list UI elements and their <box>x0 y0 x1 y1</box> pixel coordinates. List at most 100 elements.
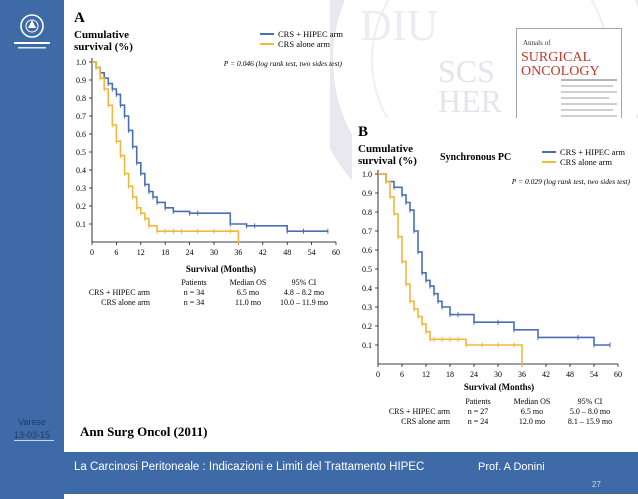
x-tick-label: 54 <box>308 248 316 257</box>
table-cell: CRS alone arm <box>401 417 451 426</box>
p-value-b: P = 0.029 (log rank test, two sides test… <box>511 177 631 186</box>
table-cell: CRS alone arm <box>101 298 151 307</box>
table-cell: 5.0 – 8.0 mo <box>570 407 610 416</box>
x-tick-label: 6 <box>114 248 118 257</box>
citation: Ann Surg Oncol (2011) <box>80 424 208 439</box>
y-tick-label: 0.8 <box>362 208 372 217</box>
x-tick-label: 18 <box>446 370 454 379</box>
stats-table-b: Patients Median OS 95% CI CRS + HIPEC arm n … <box>389 397 612 426</box>
y-tick-label: 0.1 <box>362 341 372 350</box>
y-tick-label: 0.8 <box>76 94 86 103</box>
x-tick-label: 18 <box>161 248 169 257</box>
y-axis-label-a: Cumulative survival (%) <box>74 29 133 53</box>
table-cell: 10.0 – 11.9 mo <box>280 298 328 307</box>
y-axis-label-b: Cumulative survival (%) <box>358 143 417 167</box>
survival-chart-b: B Cumulative survival (%) Synchronous PC … <box>358 124 631 426</box>
x-tick-label: 48 <box>283 248 291 257</box>
x-tick-label: 60 <box>614 370 622 379</box>
axes-b: 0 6 12 18 24 30 36 42 48 54 60 1.0 0.9 0.8 0.7 0.6 0.5 0.… <box>362 170 622 379</box>
y-tick-label: 0.9 <box>76 76 86 85</box>
legend-label: CRS alone arm <box>278 39 330 49</box>
x-tick-label: 30 <box>210 248 218 257</box>
y-tick-label: 0.9 <box>362 189 372 198</box>
x-axis-label-a: Survival (Months) <box>186 264 256 274</box>
table-header: Median OS <box>230 278 267 287</box>
x-tick-label: 36 <box>518 370 526 379</box>
table-cell: n = 27 <box>468 407 489 416</box>
x-tick-label: 42 <box>259 248 267 257</box>
y-tick-label: 1.0 <box>362 170 372 179</box>
journal-line-2: SURGICAL <box>521 50 591 65</box>
left-sidebar <box>0 0 64 499</box>
table-header: Patients <box>181 278 206 287</box>
y-tick-label: 0.6 <box>362 246 372 255</box>
footer-author: Prof. A Donini <box>478 461 545 473</box>
sidebar-divider <box>14 440 54 441</box>
table-cell: 8.1 – 15.9 mo <box>568 417 612 426</box>
table-header: Patients <box>465 397 490 406</box>
series-line-crs-hipec <box>378 173 610 346</box>
table-cell: 6.5 mo <box>521 407 543 416</box>
table-header: Median OS <box>514 397 551 406</box>
x-tick-label: 60 <box>332 248 340 257</box>
x-tick-label: 30 <box>494 370 502 379</box>
legend-label: CRS alone arm <box>560 157 612 167</box>
legend-label: CRS + HIPEC arm <box>278 29 343 39</box>
place-label: Varese <box>18 417 46 427</box>
journal-line-3: ONCOLOGY <box>521 64 600 79</box>
legend-label: CRS + HIPEC arm <box>560 147 625 157</box>
table-cell: 12.0 mo <box>519 417 545 426</box>
footer-title: La Carcinosi Peritoneale : Indicazioni e… <box>74 461 425 473</box>
x-tick-label: 6 <box>400 370 404 379</box>
x-tick-label: 12 <box>137 248 145 257</box>
table-cell: n = 34 <box>184 288 205 297</box>
y-tick-label: 0.5 <box>362 265 372 274</box>
x-tick-label: 0 <box>90 248 94 257</box>
table-cell: n = 24 <box>468 417 489 426</box>
y-tick-label: 0.7 <box>362 227 372 236</box>
marks-a <box>92 61 329 245</box>
table-header: 95% CI <box>292 278 317 287</box>
table-cell: CRS + HIPEC arm <box>89 288 151 297</box>
x-tick-label: 54 <box>590 370 598 379</box>
y-tick-label: 0.4 <box>362 284 372 293</box>
table-cell: 4.8 – 8.2 mo <box>284 288 324 297</box>
y-tick-label: 0.2 <box>362 322 372 331</box>
subtitle-b: Synchronous PC <box>440 152 511 163</box>
survival-chart-a: A Cumulative survival (%) CRS + HIPEC arm… <box>74 10 343 307</box>
y-tick-label: 0.2 <box>76 202 86 211</box>
table-cell: 6.5 mo <box>237 288 259 297</box>
y-tick-label: 0.1 <box>76 220 86 229</box>
x-axis-label-b: Survival (Months) <box>464 382 534 392</box>
university-logo <box>14 14 50 49</box>
panel-b-card: B Cumulative survival (%) Synchronous PC … <box>352 118 638 436</box>
y-tick-label: 0.6 <box>76 130 86 139</box>
y-tick-label: 0.4 <box>76 166 86 175</box>
series-line-crs-alone <box>378 173 523 364</box>
y-tick-label: 1.0 <box>76 58 86 67</box>
y-tick-label: 0.7 <box>76 112 86 121</box>
stats-table-a: Patients Median OS 95% CI CRS + HIPEC arm n … <box>89 278 328 307</box>
page-number: 27 <box>592 480 601 489</box>
table-cell: CRS + HIPEC arm <box>389 407 451 416</box>
y-tick-label: 0.3 <box>362 303 372 312</box>
table-header: 95% CI <box>578 397 603 406</box>
watermark-text-2: SCS <box>438 53 495 89</box>
x-tick-label: 12 <box>422 370 430 379</box>
watermark-text-1: DIU <box>360 1 438 50</box>
series-line-crs-hipec <box>92 61 328 232</box>
watermark-text-3: HER <box>438 83 503 119</box>
axes-a: 0 6 12 18 24 30 36 42 48 54 60 1.0 0.9 0.8 0.7 0.6 0.5 0.… <box>76 58 340 257</box>
journal-line-1: Annals of <box>523 39 551 47</box>
footer-bar: La Carcinosi Peritoneale : Indicazioni e… <box>64 452 638 494</box>
table-cell: 11.0 mo <box>235 298 261 307</box>
x-tick-label: 48 <box>566 370 574 379</box>
series-line-crs-alone <box>92 61 240 242</box>
y-tick-label: 0.5 <box>76 148 86 157</box>
panel-label-b: B <box>358 124 368 140</box>
marks-b <box>378 173 611 367</box>
x-tick-label: 0 <box>376 370 380 379</box>
y-tick-label: 0.3 <box>76 184 86 193</box>
